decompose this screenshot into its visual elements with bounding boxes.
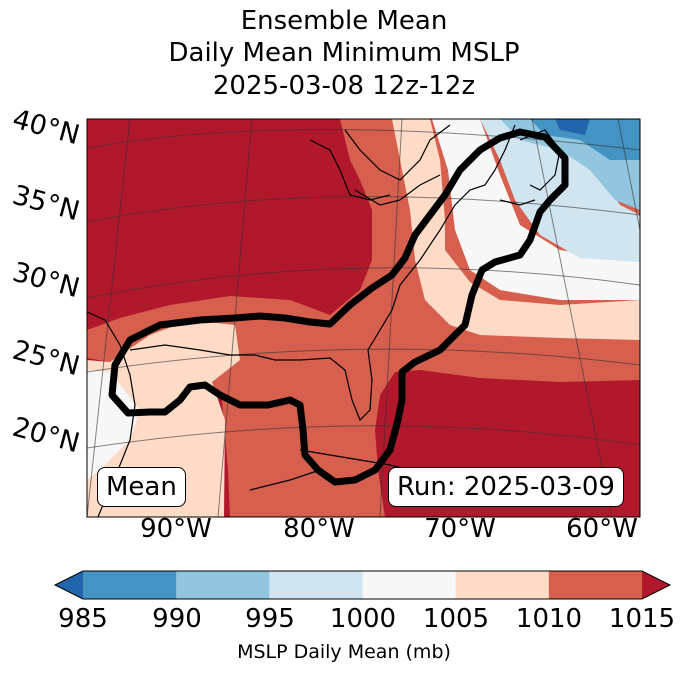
mslp-band-980-985	[530, 119, 640, 160]
lon-label-80w: 80°W	[283, 514, 355, 544]
colorbar-outline	[53, 570, 672, 600]
mslp-band-1000-1005-north	[392, 119, 640, 340]
colorbar-tick: 990	[152, 604, 202, 634]
lon-label-60w: 60°W	[566, 514, 638, 544]
colorbar-swatch	[269, 571, 363, 599]
colorbar-swatch	[83, 571, 177, 599]
mslp-band-lt-980	[555, 119, 590, 135]
colorbar-swatch	[176, 571, 270, 599]
map-frame	[86, 118, 641, 518]
run-date-label: Run: 2025-03-09	[388, 467, 624, 507]
colorbar-tick: 995	[245, 604, 295, 634]
lon-label-90w: 90°W	[140, 514, 212, 544]
colorbar-tick: 1015	[608, 604, 676, 634]
ensemble-contour	[108, 128, 569, 486]
colorbar-swatch	[455, 571, 550, 599]
colorbar	[53, 570, 672, 600]
colorbar-tick: 1010	[515, 604, 583, 634]
title-line-1: Ensemble Mean	[240, 6, 448, 36]
colorbar-tick: 1000	[329, 604, 397, 634]
colorbar-swatch	[548, 571, 643, 599]
mslp-field	[87, 119, 640, 517]
mean-label: Mean	[97, 467, 186, 507]
lon-label-70w: 70°W	[424, 514, 496, 544]
colorbar-tick: 1005	[422, 604, 490, 634]
colorbar-extend-high	[642, 571, 670, 599]
colorbar-label: MSLP Daily Mean (mb)	[237, 641, 451, 663]
colorbar-swatch	[362, 571, 457, 599]
title-line-2: Daily Mean Minimum MSLP	[168, 38, 520, 68]
title-line-3: 2025-03-08 12z-12z	[212, 71, 476, 101]
colorbar-tick: 985	[58, 604, 108, 634]
colorbar-extend-low	[55, 571, 83, 599]
